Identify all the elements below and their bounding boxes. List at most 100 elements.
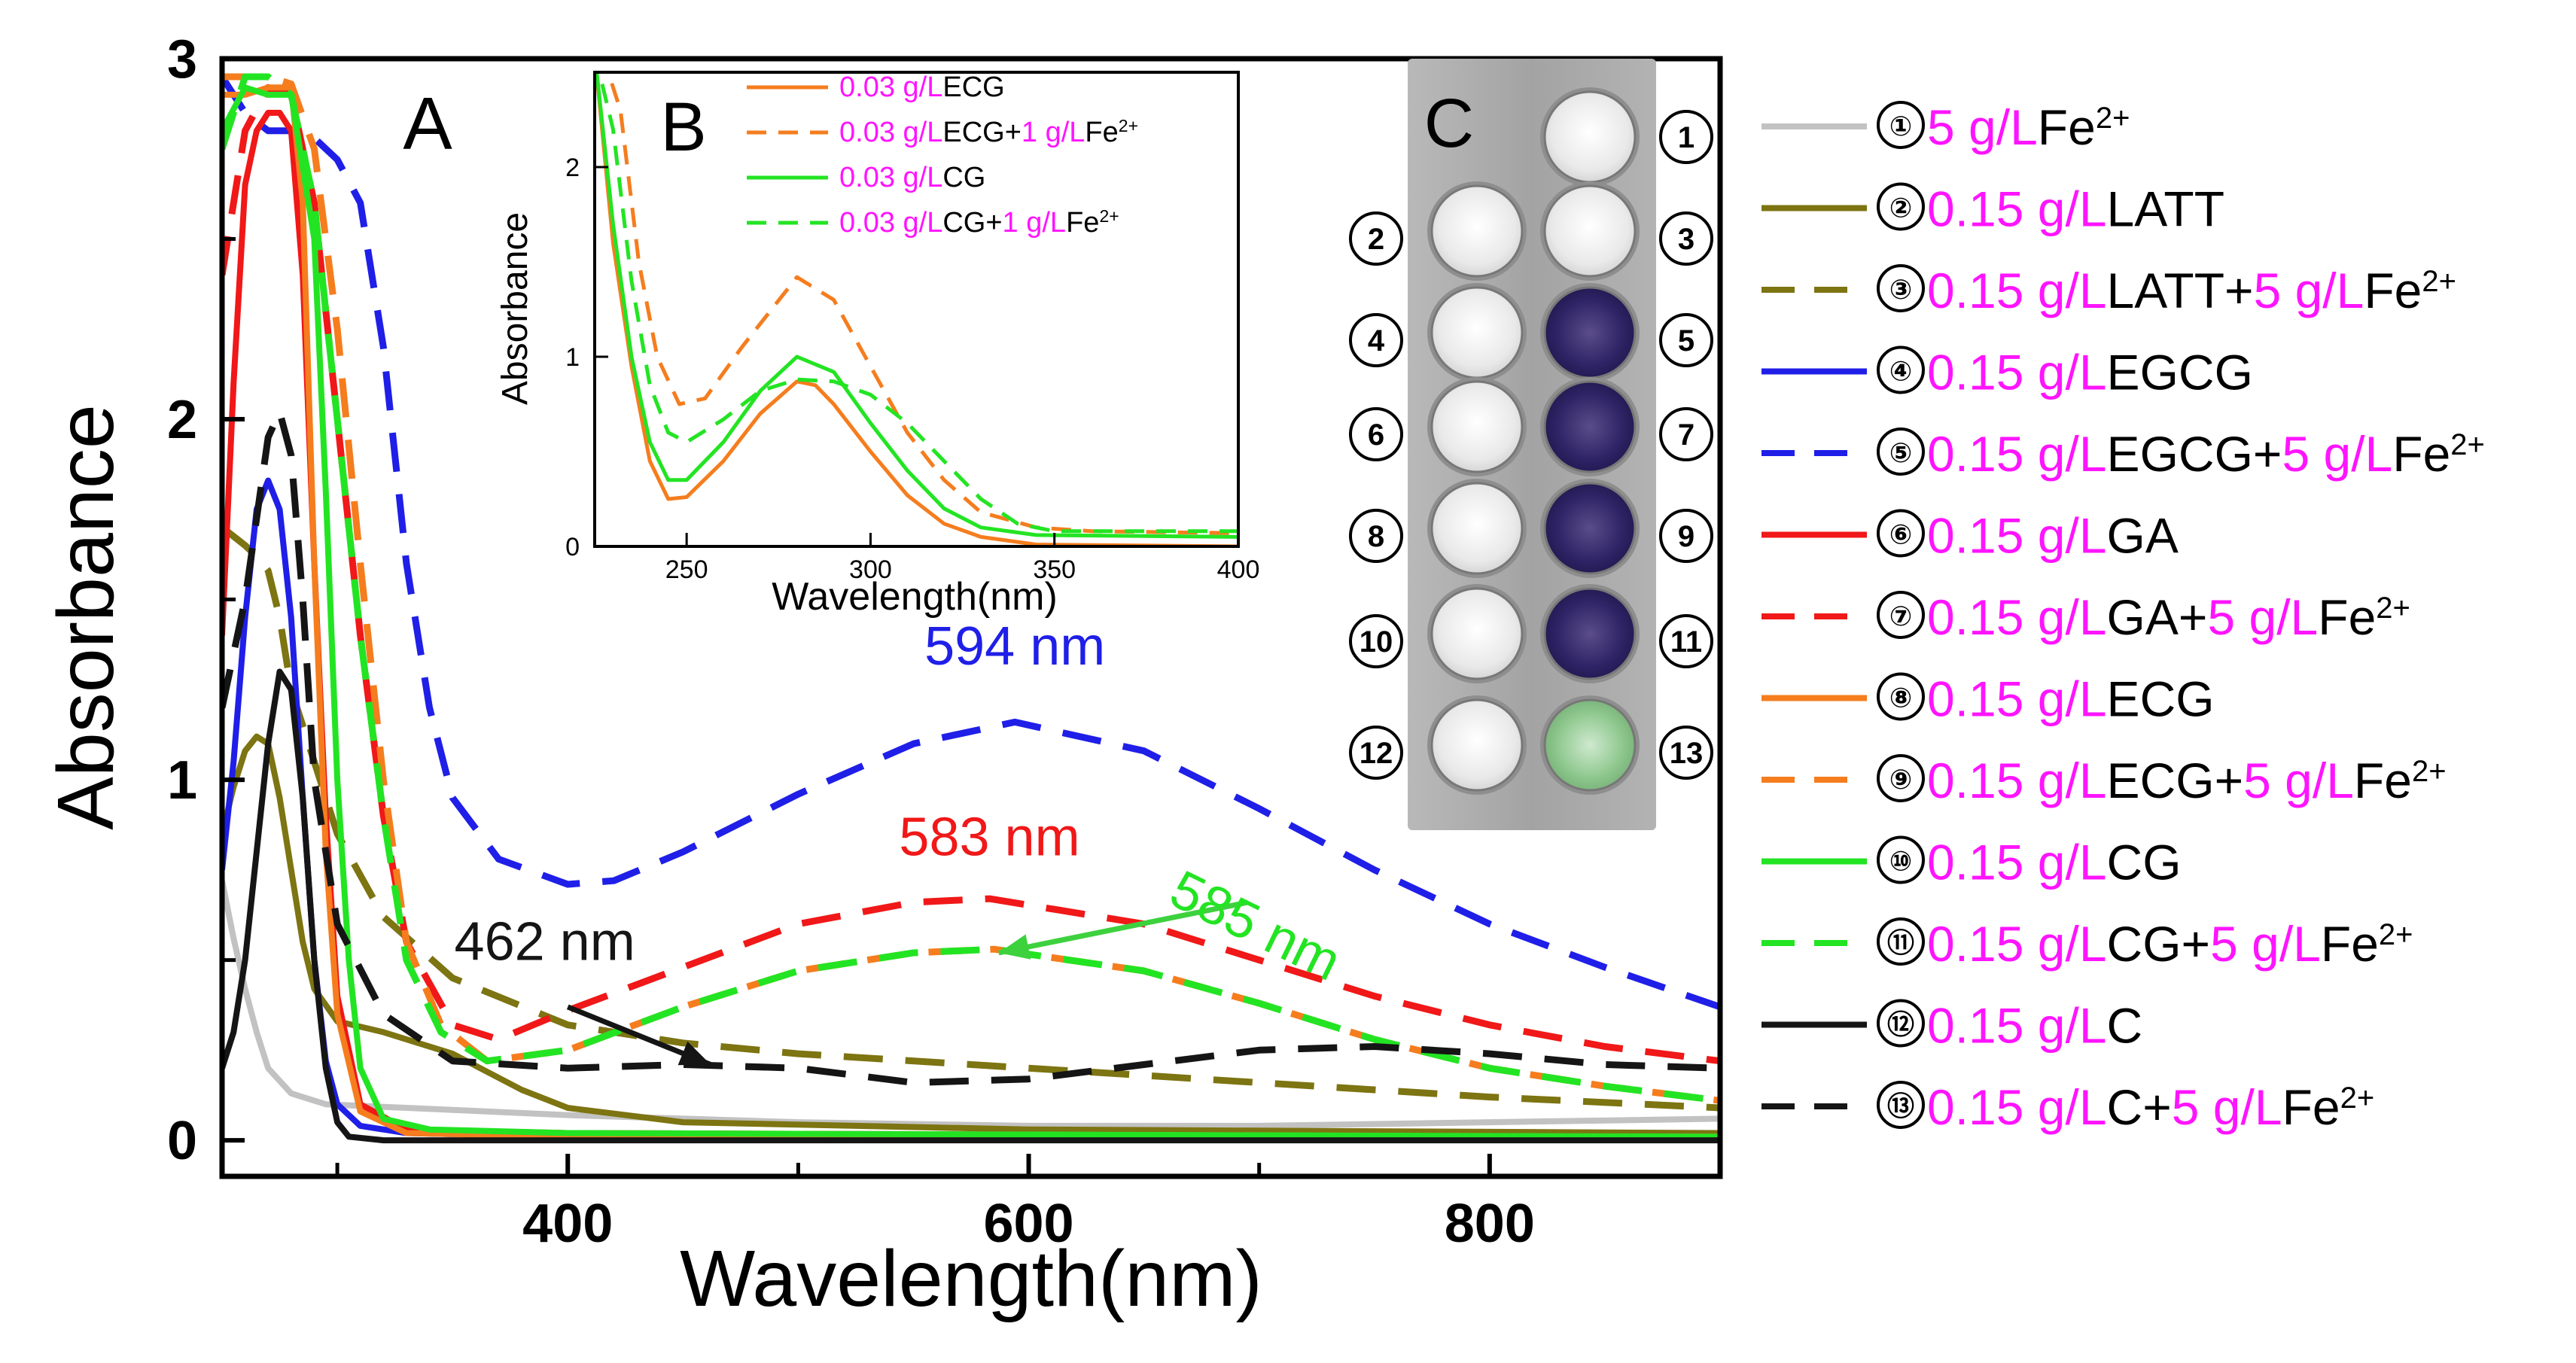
well-number-label: 3 xyxy=(1678,223,1694,256)
y-tick-label: 1 xyxy=(167,750,197,811)
legend-number-badge xyxy=(1877,591,1925,639)
well-12 xyxy=(1430,698,1524,792)
legend-number-badge xyxy=(1877,835,1925,884)
series-line-s12 xyxy=(222,668,1720,1144)
legend-number: ⑨ xyxy=(1889,764,1912,795)
legend-number: ⑪ xyxy=(1887,927,1914,958)
legend-number: ④ xyxy=(1889,356,1912,387)
inset-x-axis-title: Wavelength(nm) xyxy=(772,575,1058,619)
peak-annotation-585-nm: 585 nm xyxy=(1161,859,1350,992)
well-number-label: 7 xyxy=(1678,418,1694,452)
well-number-label: 6 xyxy=(1368,418,1384,452)
legend-number: ⑤ xyxy=(1889,437,1912,468)
legend-label: 0.15 g/LLATT+5 g/LFe2+ xyxy=(1927,263,2456,318)
inset-legend-label: 0.03 g/LCG xyxy=(839,162,985,193)
inset-y-tick-label: 0 xyxy=(565,533,580,561)
y-tick-label: 2 xyxy=(167,390,197,450)
legend-number-badge xyxy=(1877,999,1925,1048)
peak-annotation-462-nm: 462 nm xyxy=(455,912,635,972)
inset-x-tick-label: 300 xyxy=(849,555,892,584)
well-number-badge xyxy=(1349,509,1403,563)
series-line-s3 xyxy=(222,525,1720,1112)
series-line-s1 xyxy=(222,880,1720,1129)
main-plot-frame xyxy=(219,56,1723,1179)
legend-label: 0.15 g/LC xyxy=(1927,998,2142,1054)
well-6 xyxy=(1430,380,1524,473)
well-number-label: 8 xyxy=(1368,520,1384,553)
y-tick-label: 0 xyxy=(167,1111,197,1171)
panel-label-b: B xyxy=(660,89,706,166)
inset-series-line-b1 xyxy=(595,72,1238,546)
well-number-label: 13 xyxy=(1670,737,1704,770)
series-line-s13 xyxy=(222,409,1720,1086)
legend-number: ⑥ xyxy=(1889,519,1912,550)
well-number-label: 9 xyxy=(1678,520,1694,553)
legend-number: ⑫ xyxy=(1887,1009,1914,1040)
well-11 xyxy=(1543,587,1637,680)
legend-number: ⑧ xyxy=(1889,683,1912,713)
legend-label: 0.15 g/LEGCG xyxy=(1927,345,2253,400)
legend-number-badge xyxy=(1877,509,1925,558)
inset-plot-background xyxy=(595,72,1238,546)
legend-number-badge xyxy=(1877,101,1925,149)
legend-label: 0.15 g/LC+5 g/LFe2+ xyxy=(1927,1079,2374,1135)
legend-number-badge xyxy=(1877,917,1925,966)
well-number-badge xyxy=(1349,211,1403,266)
legend-label: 5 g/LFe2+ xyxy=(1927,99,2130,155)
x-tick-label: 600 xyxy=(983,1194,1073,1254)
well-3 xyxy=(1543,184,1637,278)
series-line-s10 xyxy=(222,84,1720,1140)
inset-y-tick-label: 2 xyxy=(565,154,580,182)
well-9 xyxy=(1543,482,1637,575)
inset-plot-b: 250 300 350 400 0 1 2 Wavelength(nm) Absorbanc… xyxy=(495,71,1259,619)
well-number-label: 11 xyxy=(1670,625,1702,659)
legend-number-badge xyxy=(1877,672,1925,721)
well-number-label: 1 xyxy=(1678,121,1694,154)
legend-number-badge xyxy=(1877,754,1925,802)
inset-series-line-b2 xyxy=(606,72,1238,535)
main-x-axis-title: Wavelength(nm) xyxy=(680,1234,1262,1323)
well-13 xyxy=(1543,698,1637,792)
inset-legend-label: 0.03 g/LECG+1 g/LFe2+ xyxy=(839,116,1138,148)
inset-plot-frame xyxy=(593,71,1240,548)
well-number-label: 4 xyxy=(1368,324,1385,357)
annotation-arrow-line xyxy=(998,899,1249,956)
annotation-arrow-head xyxy=(677,1041,711,1066)
peak-annotation-583-nm: 583 nm xyxy=(899,808,1079,868)
well-number-badge xyxy=(1659,509,1713,563)
series-line-s8 xyxy=(222,84,1720,1140)
well-1 xyxy=(1543,90,1637,184)
well-5 xyxy=(1543,286,1637,379)
panel-label-a: A xyxy=(403,82,452,165)
well-8 xyxy=(1430,482,1524,575)
legend-label: 0.15 g/LECG xyxy=(1927,671,2215,727)
legend-number-badge xyxy=(1877,182,1925,231)
panel-label-c: C xyxy=(1424,85,1474,162)
legend-label: 0.15 g/LGA xyxy=(1927,508,2179,564)
well-10 xyxy=(1430,587,1524,680)
legend-number: ③ xyxy=(1889,274,1912,305)
inset-y-tick-label: 1 xyxy=(565,343,580,372)
legend-number: ⑦ xyxy=(1889,601,1912,631)
main-legend: ① 5 g/LFe2+ ② 0.15 g/LLATT ③ 0.15 g/LLATT+5 g… xyxy=(1761,99,2485,1135)
well-number-badge xyxy=(1659,110,1713,164)
legend-label: 0.15 g/LGA+5 g/LFe2+ xyxy=(1927,589,2410,645)
x-tick-label: 400 xyxy=(522,1194,613,1254)
well-number-badge xyxy=(1659,726,1713,780)
series-line-s11 xyxy=(222,73,1720,1104)
well-number-badge xyxy=(1659,614,1713,668)
legend-label: 0.15 g/LCG+5 g/LFe2+ xyxy=(1927,916,2413,972)
inset-legend-label: 0.03 g/LCG+1 g/LFe2+ xyxy=(839,206,1119,239)
main-plot-annotations: 594 nm 583 nm 585 nm 462 nm xyxy=(455,616,1350,1067)
well-number-badge xyxy=(1349,407,1403,461)
legend-label: 0.15 g/LECG+5 g/LFe2+ xyxy=(1927,753,2447,808)
x-tick-label: 800 xyxy=(1445,1194,1535,1254)
well-number-badge xyxy=(1349,614,1403,668)
well-7 xyxy=(1543,380,1637,473)
inset-legend-label: 0.03 g/LECG xyxy=(839,71,1005,103)
inset-x-tick-label: 250 xyxy=(665,555,708,584)
